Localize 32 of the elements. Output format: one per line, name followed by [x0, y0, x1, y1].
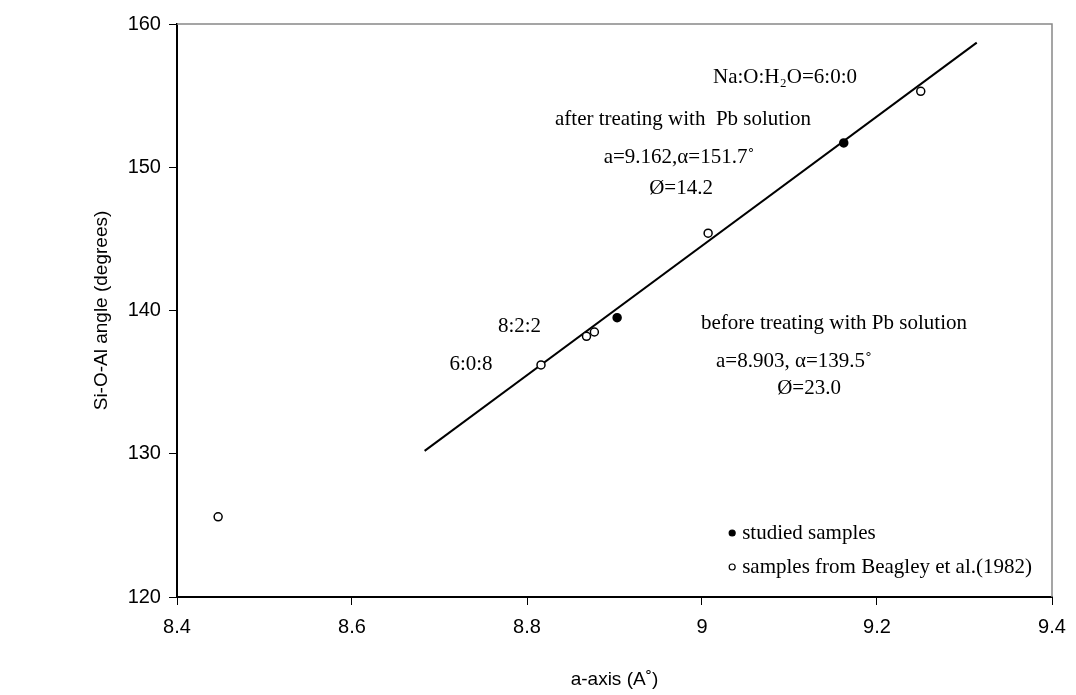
point [589, 327, 600, 337]
annotation: after treating with Pb solution [554, 105, 812, 130]
x-tick-label: 9.4 [1038, 614, 1066, 637]
annotation: 6:0:8 [449, 351, 493, 376]
point [839, 138, 849, 148]
annotation: a=8.903, α=139.5˚ [715, 347, 873, 372]
y-tick-label: 160 [127, 11, 161, 34]
x-axis-title: a-axis (A˚) [570, 667, 659, 689]
y-tick-label: 140 [127, 298, 161, 321]
legend-label: studied samples [742, 519, 876, 544]
annotation: a=9.162,α=151.7˚ [603, 143, 755, 168]
point [612, 312, 622, 323]
x-tick-label: 9 [696, 614, 708, 637]
x-tick-label: 8.4 [163, 614, 191, 637]
y-tick-label: 120 [127, 584, 161, 607]
annotation: before treating with Pb solution [701, 309, 968, 334]
point [581, 331, 592, 342]
point [703, 228, 713, 238]
y-tick-label: 150 [127, 154, 161, 177]
point [916, 86, 926, 97]
x-tick-label: 9.2 [863, 614, 891, 637]
y-axis-title: Si-O-Al angle (degrees) [89, 210, 111, 411]
annotation: Ø=14.2 [649, 174, 713, 199]
annotation: 8:2:2 [497, 312, 542, 337]
x-tick-label: 8.8 [513, 614, 541, 637]
x-tick-label: 8.6 [338, 614, 366, 637]
annotation: Ø=23.0 [777, 374, 841, 399]
y-tick-label: 130 [127, 441, 161, 464]
annotation: Na:O:H₂O=6:0:0 [713, 63, 857, 88]
point [536, 360, 546, 370]
legend-label: samples from Beagley et al.(1982) [742, 553, 1033, 578]
point [213, 512, 223, 522]
